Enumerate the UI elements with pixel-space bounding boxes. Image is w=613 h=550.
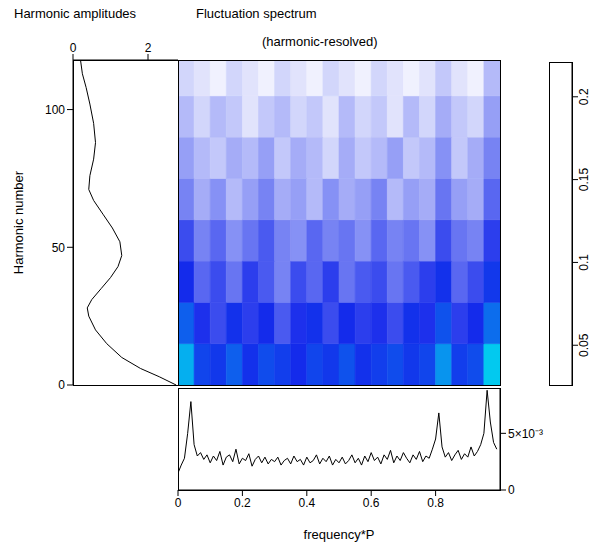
svg-text:0.4: 0.4 [298,496,315,510]
svg-text:0: 0 [508,483,515,497]
html-text:frequency*P: frequency*P [303,527,375,542]
svg-text:50: 50 [52,241,66,255]
html-text:Harmonic amplitudes: Harmonic amplitudes [14,6,137,21]
svg-text:2: 2 [145,41,152,55]
html-text:Fluctuation spectrum: Fluctuation spectrum [196,6,317,21]
svg-text:0.2: 0.2 [577,88,591,105]
svg-text:0.6: 0.6 [363,496,380,510]
svg-text:0: 0 [70,41,77,55]
svg-text:0: 0 [175,496,182,510]
svg-text:Harmonic number: Harmonic number [11,170,26,274]
svg-text:0.8: 0.8 [427,496,444,510]
svg-text:5×10⁻³: 5×10⁻³ [508,427,543,441]
svg-text:0: 0 [58,378,65,392]
html-text:(harmonic-resolved): (harmonic-resolved) [262,34,378,49]
svg-text:0.15: 0.15 [577,168,591,192]
svg-text:0.1: 0.1 [577,254,591,271]
svg-text:100: 100 [45,103,65,117]
svg-text:0.05: 0.05 [577,333,591,357]
svg-text:0.2: 0.2 [234,496,251,510]
